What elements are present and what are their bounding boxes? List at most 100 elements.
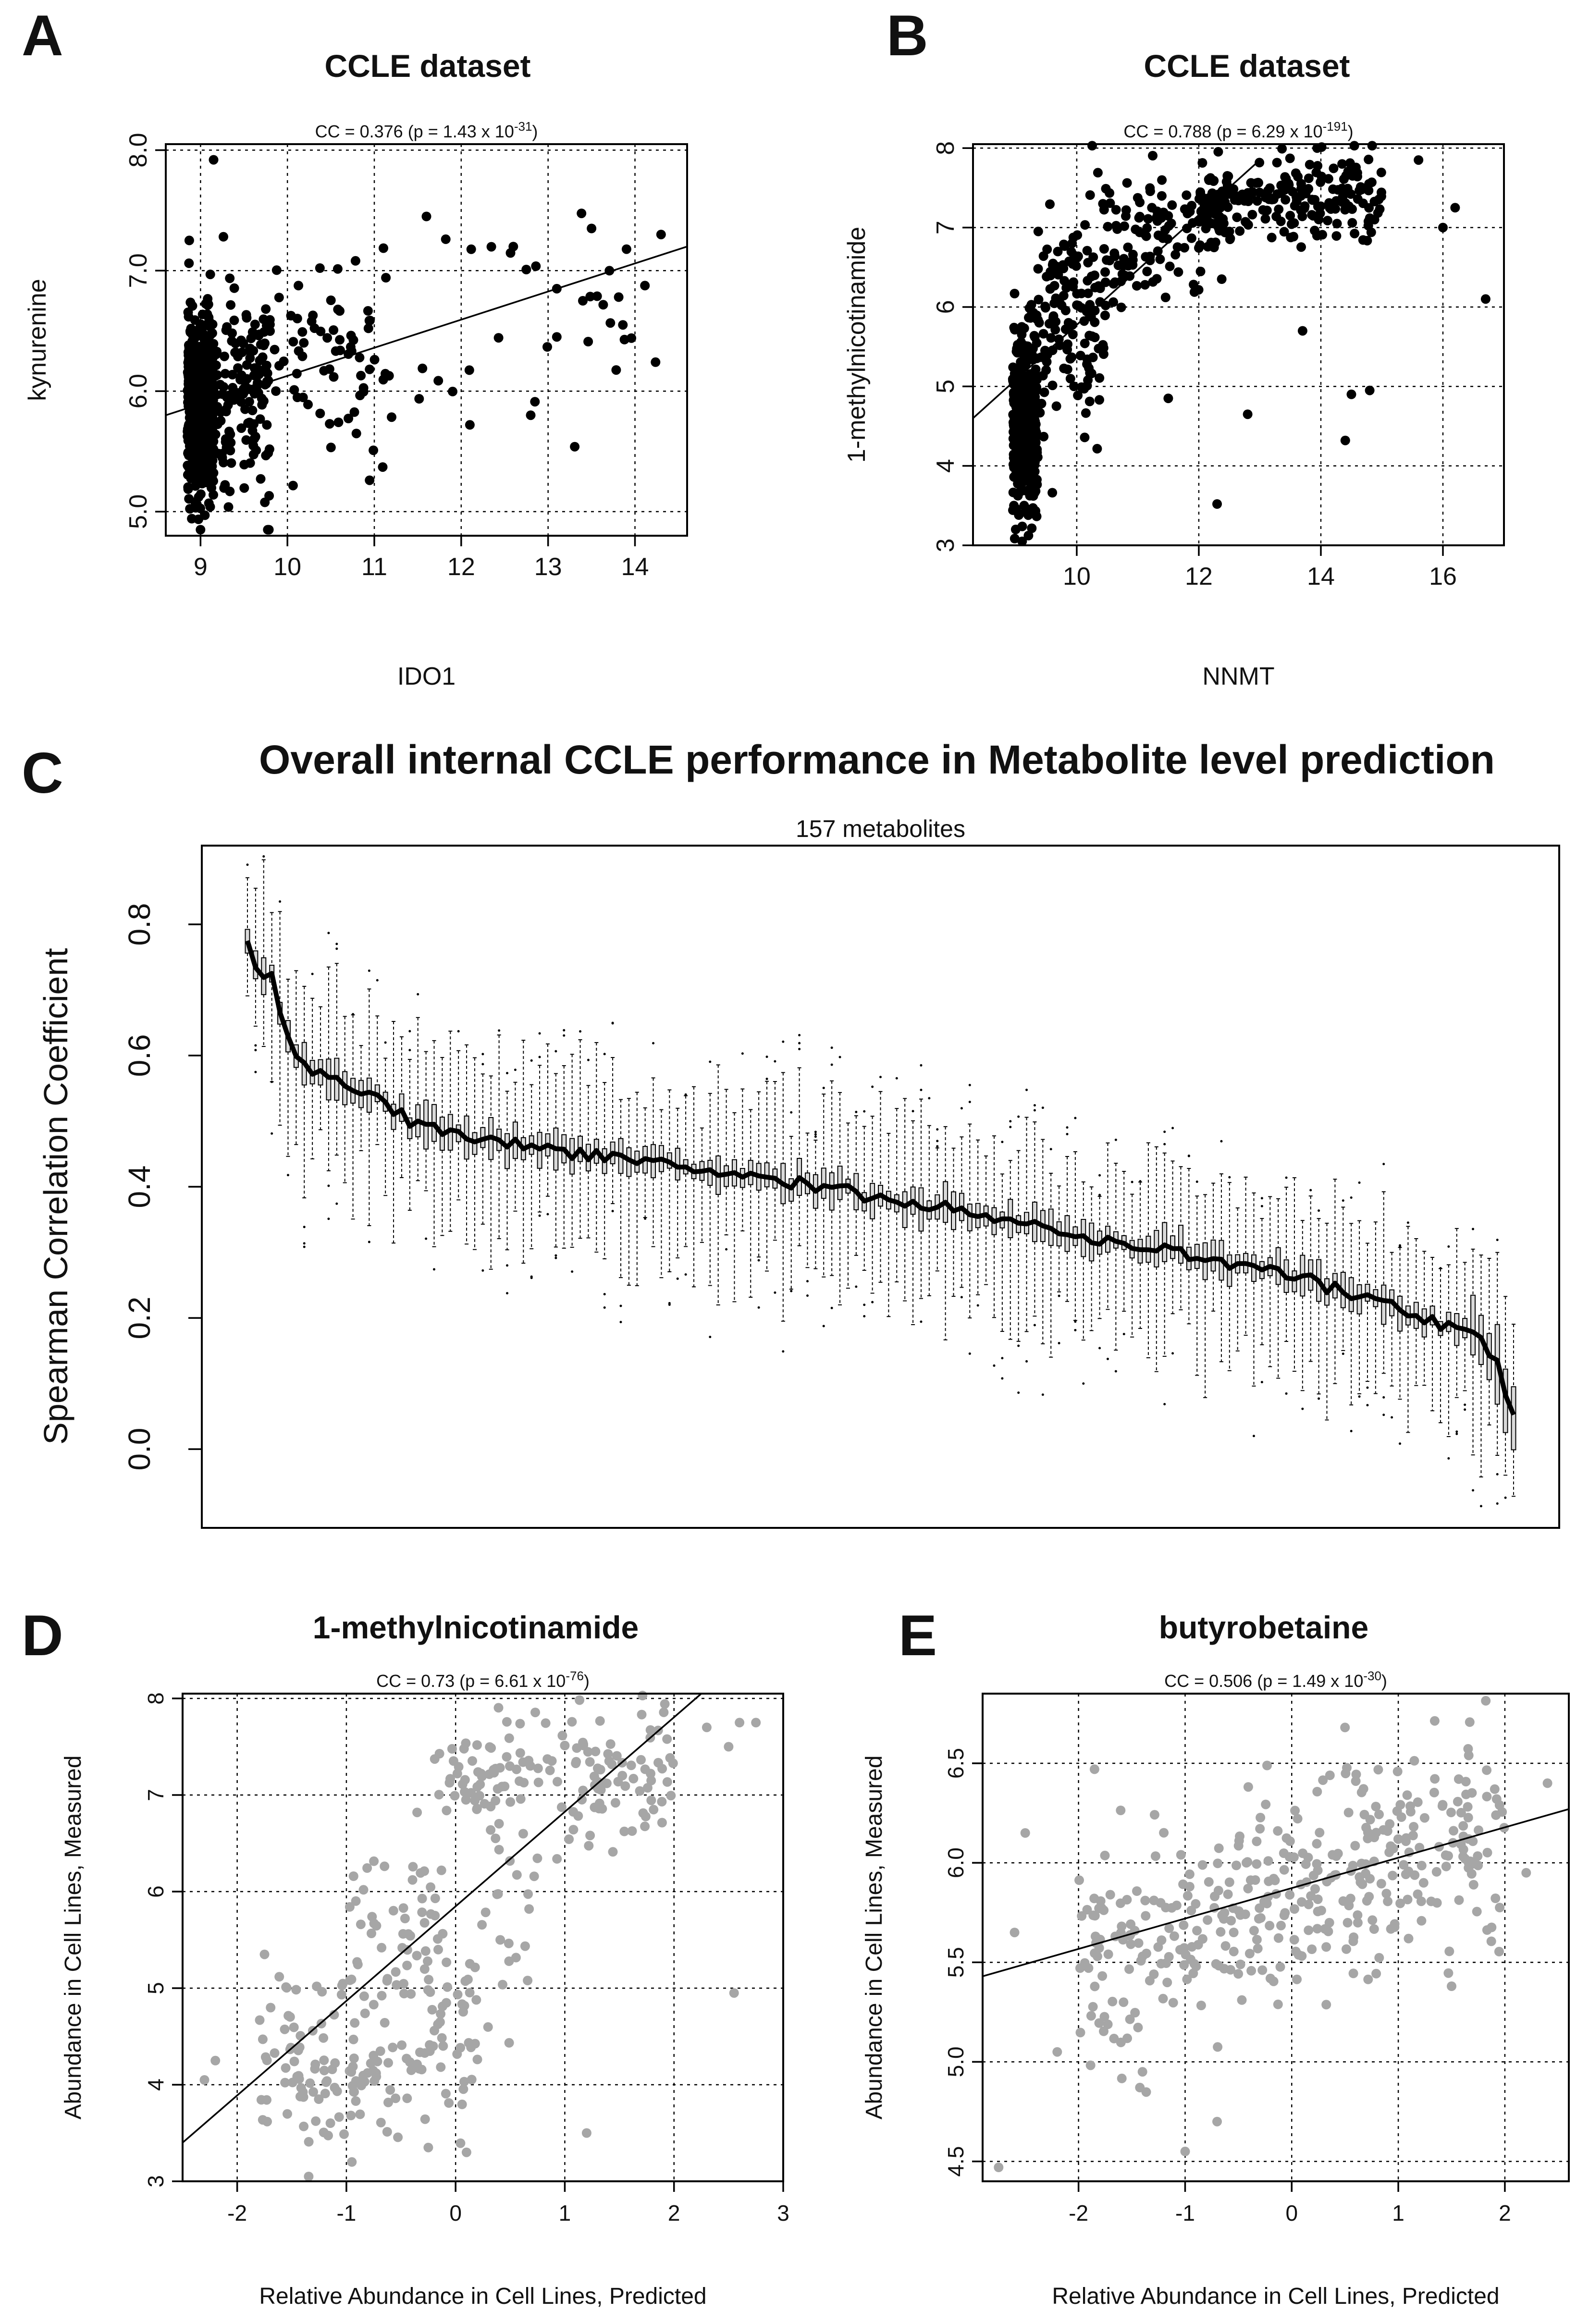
data-point <box>400 1914 410 1923</box>
data-point <box>426 1882 436 1892</box>
data-point <box>378 462 388 472</box>
data-point <box>1235 1959 1245 1969</box>
data-point <box>1054 334 1064 344</box>
data-point <box>323 2130 333 2140</box>
data-point <box>355 353 365 363</box>
data-point <box>1252 1859 1262 1869</box>
data-point <box>335 345 345 356</box>
data-point <box>1247 209 1257 220</box>
data-point <box>541 1718 551 1728</box>
data-point <box>1291 168 1301 178</box>
data-point <box>495 1763 505 1773</box>
data-point <box>195 366 205 376</box>
outlier <box>1001 1357 1004 1360</box>
chart-e: CC = 0.506 (p = 1.49 x 10-30) -2 -1 0 1 2 4.5 5… <box>862 1669 1570 2309</box>
data-point <box>1189 280 1198 290</box>
outlier <box>271 1081 273 1083</box>
data-point <box>1095 395 1104 405</box>
data-point <box>335 306 345 316</box>
data-point <box>1458 1852 1468 1862</box>
outlier <box>254 1070 257 1073</box>
x-tick-label: 1 <box>1392 2201 1404 2226</box>
data-point <box>231 338 241 348</box>
data-point <box>194 492 204 502</box>
data-point <box>556 1802 567 1812</box>
data-point <box>453 1990 463 2000</box>
data-point <box>1082 246 1092 256</box>
data-point <box>1285 153 1295 163</box>
data-point <box>1369 197 1380 207</box>
outlier <box>1472 1489 1475 1492</box>
x-tick-label: 2 <box>668 2201 680 2226</box>
x-tick-label: 14 <box>1307 563 1335 590</box>
data-point <box>379 243 388 253</box>
data-point <box>1148 151 1158 160</box>
data-point <box>1064 256 1074 266</box>
data-point <box>1017 536 1027 546</box>
data-point <box>1281 173 1291 184</box>
data-point <box>1172 242 1183 252</box>
y-tick-label: 3 <box>143 2175 168 2188</box>
data-point <box>402 1960 412 1970</box>
data-point <box>363 306 373 316</box>
data-point <box>1285 1836 1295 1846</box>
data-point <box>1179 1943 1189 1953</box>
data-point <box>206 363 216 373</box>
y-tick-label: 5 <box>143 1982 168 1994</box>
data-point <box>320 2089 330 2099</box>
data-point <box>335 335 345 345</box>
median-line <box>245 940 1516 1416</box>
outlier <box>546 1213 549 1216</box>
data-point <box>533 1763 543 1773</box>
data-point <box>351 429 361 439</box>
data-point <box>1465 1717 1475 1727</box>
data-point <box>1059 263 1069 273</box>
y-tick-label: 7 <box>932 221 960 234</box>
data-point <box>192 500 202 510</box>
outlier <box>1285 1176 1288 1179</box>
data-point <box>209 155 219 165</box>
data-point <box>1392 1806 1402 1816</box>
data-point <box>1116 1806 1126 1815</box>
data-point <box>1349 141 1359 151</box>
data-point <box>1321 1942 1331 1952</box>
data-point <box>637 1709 647 1720</box>
data-point <box>598 300 608 310</box>
x-tick-label: 12 <box>1185 563 1213 590</box>
data-point <box>635 1786 645 1796</box>
data-point <box>1490 1894 1501 1903</box>
data-point <box>1226 1916 1236 1926</box>
data-point <box>1213 2042 1223 2052</box>
data-point <box>1224 1877 1234 1887</box>
outlier <box>1122 1333 1125 1336</box>
data-point <box>1301 1859 1311 1869</box>
subtitle-end: ) <box>532 122 538 141</box>
data-point <box>456 2043 466 2053</box>
data-point <box>530 397 540 407</box>
data-point <box>236 397 246 407</box>
data-point <box>612 1751 622 1761</box>
outlier <box>1017 1344 1020 1347</box>
data-point <box>542 342 552 352</box>
data-point <box>1015 442 1025 452</box>
data-point <box>1157 175 1167 185</box>
data-point <box>245 353 255 363</box>
data-point <box>262 2055 272 2066</box>
data-point <box>1120 221 1129 231</box>
data-point <box>1313 1894 1323 1904</box>
data-point <box>465 420 475 430</box>
x-tick-label: 11 <box>361 553 387 581</box>
data-point <box>607 1759 617 1770</box>
data-point <box>1009 421 1019 431</box>
outlier <box>327 1217 330 1220</box>
chart-a-title: CCLE dataset <box>324 48 530 84</box>
data-point <box>1207 188 1217 198</box>
outlier <box>644 1217 647 1220</box>
data-point <box>1265 183 1275 193</box>
data-point <box>262 2095 271 2105</box>
outlier <box>1496 1502 1499 1505</box>
data-point <box>203 294 213 304</box>
data-point <box>1208 176 1219 186</box>
data-point <box>1367 141 1377 151</box>
data-point <box>257 400 267 410</box>
